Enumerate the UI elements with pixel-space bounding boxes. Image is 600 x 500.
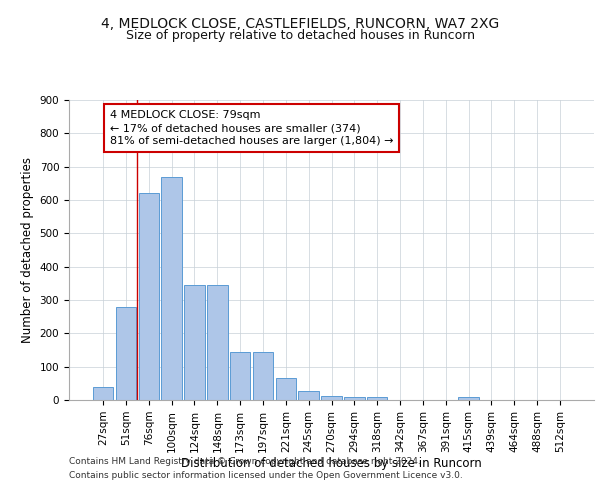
- Bar: [139, 192, 159, 400]
- Bar: [344, 396, 365, 400]
- Text: Contains public sector information licensed under the Open Government Licence v3: Contains public sector information licen…: [69, 471, 463, 480]
- Bar: [230, 352, 250, 400]
- Bar: [367, 396, 388, 400]
- Bar: [253, 352, 273, 400]
- Y-axis label: Number of detached properties: Number of detached properties: [21, 157, 34, 343]
- Bar: [275, 378, 296, 400]
- Bar: [458, 398, 479, 400]
- Bar: [184, 285, 205, 400]
- Bar: [116, 306, 136, 400]
- X-axis label: Distribution of detached houses by size in Runcorn: Distribution of detached houses by size …: [181, 458, 482, 470]
- Text: 4, MEDLOCK CLOSE, CASTLEFIELDS, RUNCORN, WA7 2XG: 4, MEDLOCK CLOSE, CASTLEFIELDS, RUNCORN,…: [101, 18, 499, 32]
- Bar: [207, 285, 227, 400]
- Bar: [321, 396, 342, 400]
- Bar: [93, 386, 113, 400]
- Bar: [161, 178, 182, 400]
- Text: 4 MEDLOCK CLOSE: 79sqm
← 17% of detached houses are smaller (374)
81% of semi-de: 4 MEDLOCK CLOSE: 79sqm ← 17% of detached…: [110, 110, 394, 146]
- Bar: [298, 390, 319, 400]
- Text: Size of property relative to detached houses in Runcorn: Size of property relative to detached ho…: [125, 29, 475, 42]
- Text: Contains HM Land Registry data © Crown copyright and database right 2024.: Contains HM Land Registry data © Crown c…: [69, 458, 421, 466]
